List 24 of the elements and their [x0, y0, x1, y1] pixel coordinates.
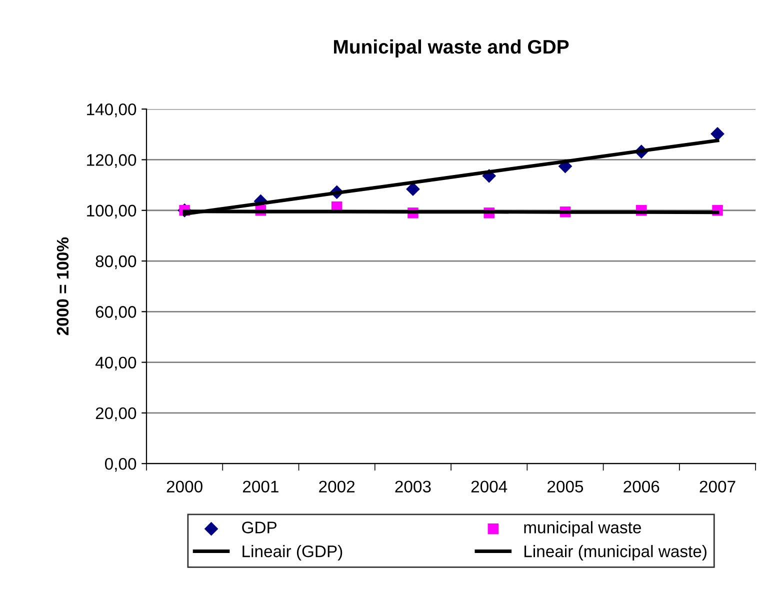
legend-label: Lineair (GDP): [242, 545, 342, 561]
y-tick-label: 140,00: [87, 103, 136, 118]
y-tick-label: 20,00: [96, 407, 136, 422]
y-tick-label: 0,00: [104, 458, 136, 472]
y-tick-label: 60,00: [96, 306, 136, 320]
x-tick-label: 2005: [548, 480, 584, 492]
point: [406, 182, 420, 196]
legend-label: Lineair (municipal waste): [524, 545, 706, 561]
y-tick-label: 80,00: [96, 255, 136, 270]
y-tick-label: 120,00: [87, 154, 136, 168]
y-tick-label: 40,00: [95, 356, 136, 370]
legend-label: municipal waste: [524, 521, 641, 537]
x-tick-label: 2001: [242, 480, 278, 492]
y-tick-label: 100,00: [87, 204, 136, 219]
x-tick-label: 2003: [395, 480, 431, 492]
x-tick-label: 2000: [166, 480, 202, 492]
legend-label: GDP: [242, 522, 277, 534]
chart-title: Municipal waste and GDP: [334, 39, 569, 58]
x-tick-label: 2002: [319, 480, 355, 492]
point: [710, 126, 724, 141]
x-tick-label: 2004: [471, 480, 508, 492]
x-tick-label: 2007: [700, 480, 736, 492]
x-tick-label: 2006: [624, 480, 660, 492]
y-axis-title: 2000 = 100%: [56, 237, 69, 336]
